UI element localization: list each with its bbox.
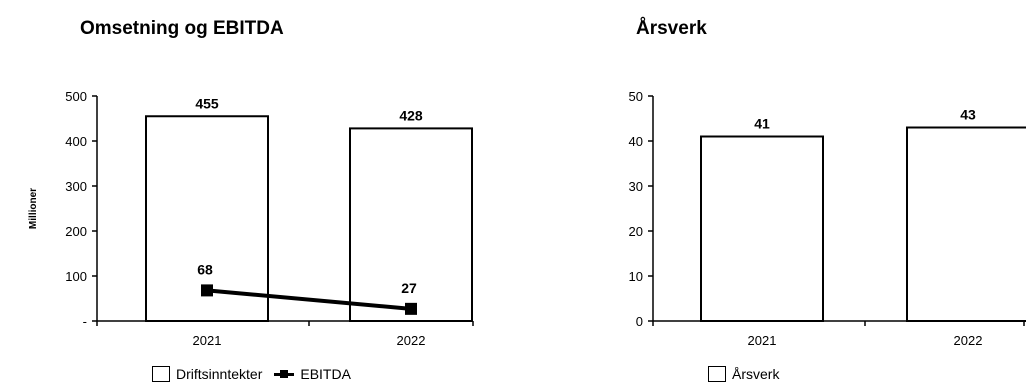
- y-tick-label: 500: [65, 89, 87, 104]
- legend-label-ebitda: EBITDA: [300, 366, 351, 382]
- legend-omsetning: Driftsinntekter EBITDA: [152, 366, 351, 382]
- y-tick-label: 10: [629, 269, 643, 284]
- y-tick-label: 30: [629, 179, 643, 194]
- legend-swatch-arsverk: [708, 366, 726, 382]
- y-tick-label: 40: [629, 134, 643, 149]
- bar-value-label: 455: [195, 95, 219, 111]
- ebitda-value-label: 27: [401, 280, 417, 296]
- ebitda-line: [206, 288, 412, 311]
- x-tick-label: 2021: [748, 333, 777, 348]
- y-tick-label: 50: [629, 89, 643, 104]
- legend-swatch-driftsinntekter: [152, 366, 170, 382]
- ebitda-value-label: 68: [197, 261, 213, 277]
- legend-label-driftsinntekter: Driftsinntekter: [176, 366, 263, 382]
- bar--rsverk: [906, 126, 1026, 322]
- y-axis-label: Millioner: [28, 188, 39, 229]
- y-tick-label: 400: [65, 134, 87, 149]
- ebitda-point: [405, 302, 417, 315]
- legend-swatch-ebitda: [274, 367, 295, 381]
- x-tick-label: 2021: [193, 333, 222, 348]
- y-tick-label: 300: [65, 179, 87, 194]
- x-tick-label: 2022: [397, 333, 426, 348]
- bar-value-label: 428: [399, 107, 423, 123]
- y-tick-label: 100: [65, 269, 87, 284]
- bar--rsverk: [700, 135, 824, 322]
- ebitda-point: [201, 284, 213, 297]
- y-tick-label: 20: [629, 224, 643, 239]
- bar-value-label: 43: [960, 107, 976, 123]
- chart-title-omsetning: Omsetning og EBITDA: [80, 18, 284, 39]
- chart-title-arsverk: Årsverk: [636, 18, 707, 39]
- x-tick-label: 2022: [954, 333, 983, 348]
- legend-label-arsverk: Årsverk: [732, 366, 780, 382]
- y-tick-label: 0: [636, 314, 643, 329]
- bar-driftsinntekter: [349, 127, 473, 322]
- y-tick-label: 200: [65, 224, 87, 239]
- y-tick-label: -: [83, 314, 87, 329]
- legend-arsverk: Årsverk: [708, 366, 779, 382]
- bar-value-label: 41: [754, 116, 770, 132]
